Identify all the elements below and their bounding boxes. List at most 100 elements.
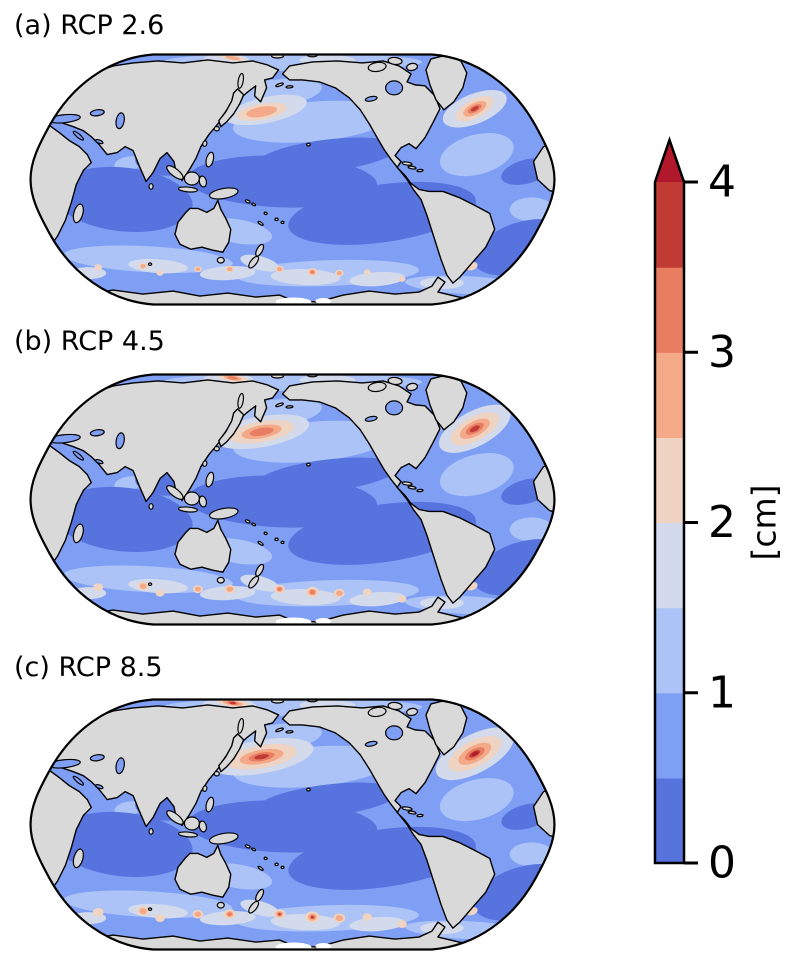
inland-sea xyxy=(364,415,378,422)
colorbar-tick-label: 3 xyxy=(708,327,736,378)
island xyxy=(367,61,387,73)
island xyxy=(263,856,268,861)
hotspot-nw_atlantic xyxy=(469,425,480,433)
island xyxy=(406,62,419,72)
colorbar-segment xyxy=(655,522,684,609)
landmass xyxy=(218,733,245,773)
island xyxy=(213,125,220,132)
island xyxy=(274,862,279,867)
ocean-pale-patch xyxy=(240,899,279,917)
colorbar-segment xyxy=(655,777,684,864)
landmass xyxy=(532,785,555,841)
hotspot-southern-ocean xyxy=(362,588,372,596)
ocean-dark-patch xyxy=(256,457,399,494)
colorbar-segment xyxy=(655,607,684,694)
hotspot-nw_atlantic xyxy=(470,106,479,112)
ocean-dark-patch xyxy=(53,166,193,232)
ocean-pale-patch xyxy=(240,574,279,592)
island xyxy=(248,900,260,914)
island xyxy=(251,202,257,207)
colorbar-tick-label: 2 xyxy=(708,497,736,548)
island xyxy=(72,203,84,224)
inland-sea xyxy=(364,740,378,747)
ocean-pale-patch xyxy=(240,254,279,272)
island xyxy=(237,72,245,89)
ocean-pale-patch xyxy=(128,258,188,274)
colorbar-segment xyxy=(655,352,684,438)
hotspot-southern-ocean xyxy=(195,267,201,272)
island xyxy=(237,717,245,734)
island xyxy=(202,140,208,147)
island xyxy=(306,787,311,792)
hotspot-southern-ocean xyxy=(309,590,315,595)
island xyxy=(275,727,284,733)
hotspot-southern-ocean xyxy=(397,920,407,928)
island xyxy=(216,256,225,264)
landmass xyxy=(532,460,555,516)
island xyxy=(263,531,268,536)
ocean-dark-patch xyxy=(256,782,399,819)
ocean-light-patch xyxy=(439,778,514,822)
landmass xyxy=(174,519,232,573)
map-outline xyxy=(29,53,556,306)
island xyxy=(257,220,264,226)
island xyxy=(275,402,284,408)
hotspot-southern-ocean xyxy=(226,586,234,592)
island xyxy=(166,485,184,500)
hotspot-southern-ocean xyxy=(397,595,407,603)
island xyxy=(205,471,215,488)
hotspot-southern-ocean xyxy=(194,911,202,917)
inland-sea xyxy=(72,775,85,786)
island xyxy=(257,540,264,546)
island xyxy=(208,832,239,845)
island xyxy=(208,507,239,520)
hotspot-arctic xyxy=(227,376,239,380)
hotspot-southern-ocean xyxy=(278,912,281,916)
landmass xyxy=(540,79,555,117)
island xyxy=(72,523,84,544)
island xyxy=(216,576,225,584)
hotspot-southern-ocean xyxy=(194,586,201,592)
inland-sea xyxy=(115,432,125,450)
ocean-pale-patch xyxy=(270,589,341,606)
inland-sea xyxy=(89,109,105,117)
warm-patch xyxy=(65,919,76,926)
island xyxy=(257,865,264,871)
hotspot-southern-ocean xyxy=(155,589,165,597)
landmass xyxy=(218,88,245,128)
inland-sea xyxy=(385,80,404,96)
island xyxy=(213,770,220,777)
ocean-pale-patch xyxy=(199,266,256,281)
island xyxy=(237,392,245,409)
island xyxy=(202,785,208,792)
inland-sea xyxy=(364,95,378,102)
panel-title-a: (a) RCP 2.6 xyxy=(14,10,165,41)
inland-sea xyxy=(89,754,105,762)
colorbar-tick-label: 4 xyxy=(708,157,736,208)
island xyxy=(401,161,413,166)
ice-shelf xyxy=(315,618,332,625)
colorbar-segment xyxy=(655,437,684,524)
island xyxy=(202,460,208,467)
hotspot-southern-ocean xyxy=(139,908,147,915)
landmass xyxy=(532,140,555,196)
island xyxy=(205,151,215,168)
panel-title-b: (b) RCP 4.5 xyxy=(14,326,165,357)
colorbar-segment xyxy=(655,182,684,268)
island xyxy=(198,495,208,508)
ocean-pale-patch xyxy=(270,269,341,286)
warm-patch xyxy=(65,594,76,601)
landmass xyxy=(540,724,555,762)
island xyxy=(177,831,198,838)
map-outline xyxy=(29,698,556,951)
map-panel-b xyxy=(29,373,556,626)
map-outline xyxy=(29,373,556,626)
hotspot-southern-ocean xyxy=(140,264,146,269)
island xyxy=(275,82,284,88)
ocean-light-patch xyxy=(509,842,554,867)
island xyxy=(183,816,200,831)
inland-sea xyxy=(94,459,104,465)
island xyxy=(248,575,260,589)
hotspot-arctic xyxy=(229,701,237,705)
ocean-light-patch xyxy=(439,453,514,497)
